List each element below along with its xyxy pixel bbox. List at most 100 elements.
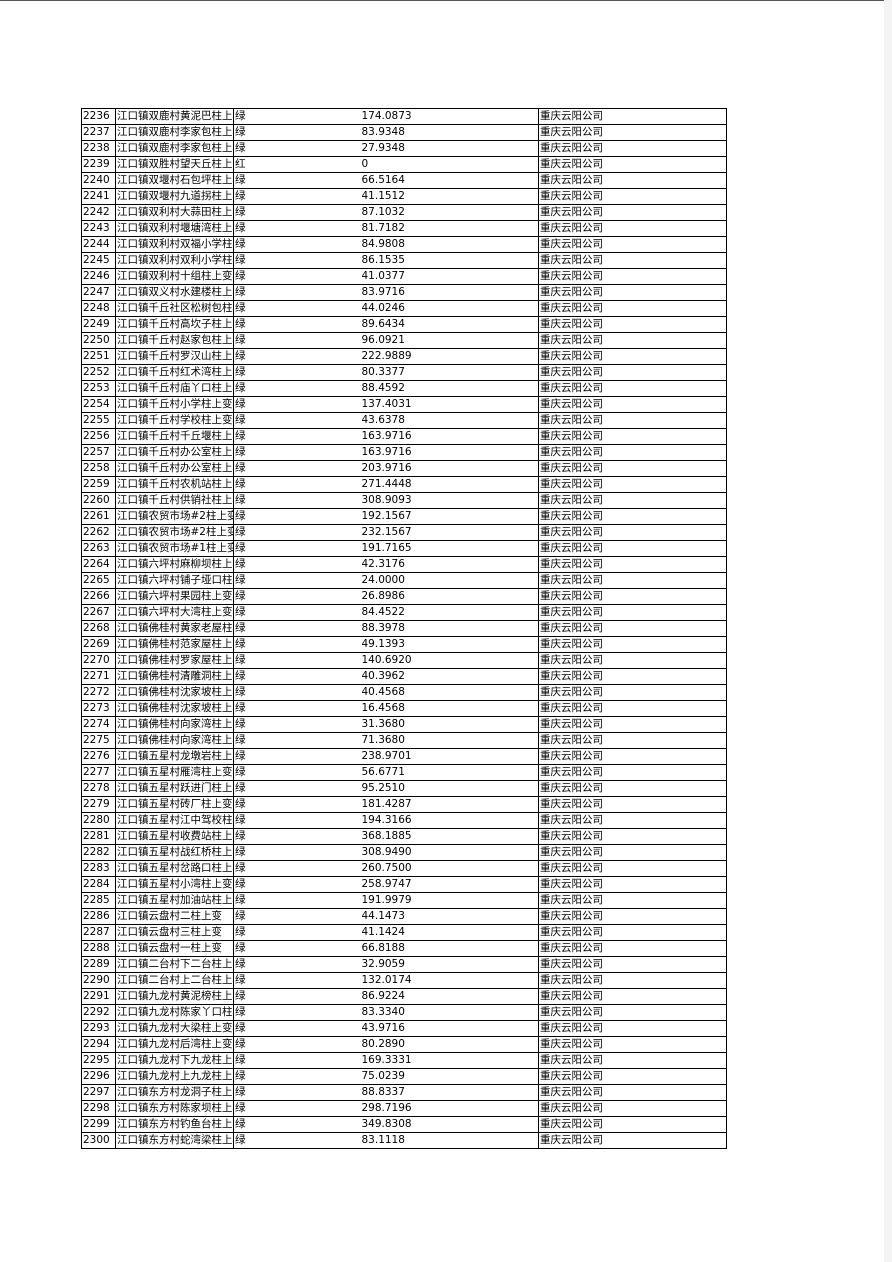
station-name: 江口镇双利村大蒜田柱上变	[115, 204, 234, 221]
load-value: 308.9490	[359, 844, 539, 861]
station-name: 江口镇东方村陈家坝柱上变	[115, 1100, 234, 1117]
row-id: 2276	[81, 748, 116, 765]
load-value: 86.1535	[359, 252, 539, 269]
company: 重庆云阳公司	[538, 1004, 727, 1021]
station-name: 江口镇佛桂村罗家屋柱上变	[115, 652, 234, 669]
table-row: 2261 江口镇农贸市场#2柱上变绿 192.1567 重庆云阳公司	[81, 508, 727, 525]
company: 重庆云阳公司	[538, 1068, 727, 1085]
company: 重庆云阳公司	[538, 108, 727, 125]
station-name: 江口镇双利村十组柱上变	[115, 268, 234, 285]
status: 绿	[233, 556, 360, 573]
table-row: 2253 江口镇千丘村庙丫口柱上变绿 88.4592 重庆云阳公司	[81, 380, 727, 397]
table-row: 2255 江口镇千丘村学校柱上变绿 43.6378 重庆云阳公司	[81, 412, 727, 429]
company: 重庆云阳公司	[538, 508, 727, 525]
table-row: 2240 江口镇双堰村石包坪柱上变绿 66.5164 重庆云阳公司	[81, 172, 727, 189]
row-id: 2293	[81, 1020, 116, 1037]
status: 绿	[233, 204, 360, 221]
table-row: 2271 江口镇佛桂村清雕洞柱上变绿 40.3962 重庆云阳公司	[81, 668, 727, 685]
status: 绿	[233, 716, 360, 733]
status: 绿	[233, 364, 360, 381]
station-name: 江口镇九龙村下九龙柱上变	[115, 1052, 234, 1069]
station-name: 江口镇东方村蛇湾梁柱上变	[115, 1132, 234, 1149]
load-value: 95.2510	[359, 780, 539, 797]
company: 重庆云阳公司	[538, 316, 727, 333]
row-id: 2266	[81, 588, 116, 605]
status: 绿	[233, 1084, 360, 1101]
status: 绿	[233, 236, 360, 253]
load-value: 86.9224	[359, 988, 539, 1005]
status: 绿	[233, 412, 360, 429]
company: 重庆云阳公司	[538, 156, 727, 173]
load-value: 308.9093	[359, 492, 539, 509]
station-name: 江口镇千丘村小学柱上变	[115, 396, 234, 413]
company: 重庆云阳公司	[538, 956, 727, 973]
load-value: 44.1473	[359, 908, 539, 925]
load-value: 24.0000	[359, 572, 539, 589]
load-value: 27.9348	[359, 140, 539, 157]
row-id: 2286	[81, 908, 116, 925]
table-row: 2254 江口镇千丘村小学柱上变绿 137.4031 重庆云阳公司	[81, 396, 727, 413]
station-name: 江口镇佛桂村清雕洞柱上变	[115, 668, 234, 685]
load-value: 181.4287	[359, 796, 539, 813]
row-id: 2252	[81, 364, 116, 381]
company: 重庆云阳公司	[538, 188, 727, 205]
status: 绿	[233, 652, 360, 669]
station-name: 江口镇五星村江中驾校柱上变	[115, 812, 234, 829]
load-value: 258.9747	[359, 876, 539, 893]
row-id: 2274	[81, 716, 116, 733]
station-name: 江口镇东方村钓鱼台柱上变	[115, 1116, 234, 1133]
load-value: 41.0377	[359, 268, 539, 285]
row-id: 2240	[81, 172, 116, 189]
station-name: 江口镇佛桂村向家湾柱上变	[115, 716, 234, 733]
status: 绿	[233, 1004, 360, 1021]
table-row: 2264 江口镇六坪村麻柳坝柱上变绿 42.3176 重庆云阳公司	[81, 556, 727, 573]
row-id: 2273	[81, 700, 116, 717]
row-id: 2253	[81, 380, 116, 397]
row-id: 2296	[81, 1068, 116, 1085]
station-name: 江口镇佛桂村沈家坡柱上变	[115, 700, 234, 717]
status: 绿	[233, 1020, 360, 1037]
station-name: 江口镇五星村岔路口柱上变	[115, 860, 234, 877]
load-value: 41.1512	[359, 188, 539, 205]
status: 绿	[233, 620, 360, 637]
station-name: 江口镇千丘村庙丫口柱上变	[115, 380, 234, 397]
station-name: 江口镇东方村龙洞子柱上变	[115, 1084, 234, 1101]
load-value: 88.4592	[359, 380, 539, 397]
load-value: 137.4031	[359, 396, 539, 413]
load-value: 88.3978	[359, 620, 539, 637]
company: 重庆云阳公司	[538, 572, 727, 589]
company: 重庆云阳公司	[538, 764, 727, 781]
company: 重庆云阳公司	[538, 236, 727, 253]
row-id: 2290	[81, 972, 116, 989]
company: 重庆云阳公司	[538, 988, 727, 1005]
table-row: 2256 江口镇千丘村千丘堰柱上变绿 163.9716 重庆云阳公司	[81, 428, 727, 445]
row-id: 2249	[81, 316, 116, 333]
table-row: 2276 江口镇五星村龙墩岩柱上变绿 238.9701 重庆云阳公司	[81, 748, 727, 765]
row-id: 2280	[81, 812, 116, 829]
load-value: 81.7182	[359, 220, 539, 237]
station-name: 江口镇五星村战红桥柱上变	[115, 844, 234, 861]
row-id: 2275	[81, 732, 116, 749]
status: 绿	[233, 604, 360, 621]
table-row: 2300 江口镇东方村蛇湾梁柱上变绿 83.1118 重庆云阳公司	[81, 1132, 727, 1149]
row-id: 2265	[81, 572, 116, 589]
load-value: 260.7500	[359, 860, 539, 877]
table-row: 2263 江口镇农贸市场#1柱上变绿 191.7165 重庆云阳公司	[81, 540, 727, 557]
load-value: 191.7165	[359, 540, 539, 557]
station-name: 江口镇双鹿村黄泥巴柱上变	[115, 108, 234, 125]
company: 重庆云阳公司	[538, 428, 727, 445]
row-id: 2294	[81, 1036, 116, 1053]
row-id: 2299	[81, 1116, 116, 1133]
load-value: 83.9716	[359, 284, 539, 301]
table-row: 2249 江口镇千丘村高坎子柱上变绿 89.6434 重庆云阳公司	[81, 316, 727, 333]
row-id: 2282	[81, 844, 116, 861]
table-row: 2260 江口镇千丘村供销社柱上变绿 308.9093 重庆云阳公司	[81, 492, 727, 509]
row-id: 2267	[81, 604, 116, 621]
company: 重庆云阳公司	[538, 556, 727, 573]
table-row: 2267 江口镇六坪村大湾柱上变绿 84.4522 重庆云阳公司	[81, 604, 727, 621]
row-id: 2270	[81, 652, 116, 669]
table-row: 2266 江口镇六坪村果园柱上变绿 26.8986 重庆云阳公司	[81, 588, 727, 605]
